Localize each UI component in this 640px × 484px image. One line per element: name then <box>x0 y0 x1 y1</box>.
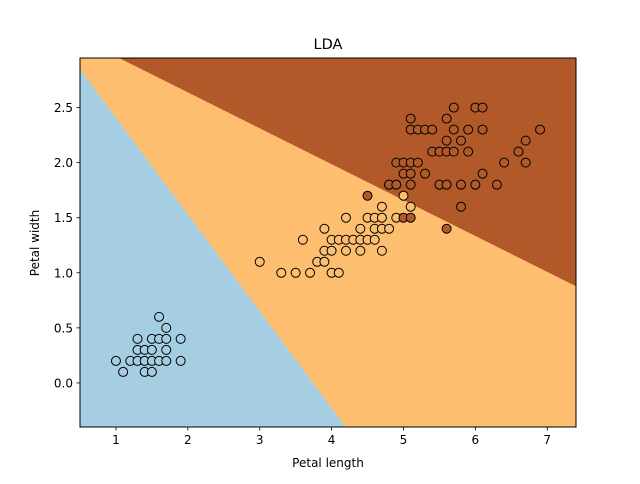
data-point <box>319 223 330 234</box>
data-point <box>455 135 466 146</box>
data-point <box>362 190 373 201</box>
data-point <box>477 102 488 113</box>
data-point <box>499 157 510 168</box>
data-point <box>427 124 438 135</box>
data-point <box>154 311 165 322</box>
data-point <box>448 102 459 113</box>
data-point <box>305 267 316 278</box>
data-point <box>297 234 308 245</box>
data-point <box>405 179 416 190</box>
data-point <box>420 168 431 179</box>
x-tick-label: 1 <box>112 433 120 447</box>
plot-area <box>79 57 577 428</box>
data-point <box>455 201 466 212</box>
data-point <box>161 355 172 366</box>
data-point <box>405 201 416 212</box>
data-point <box>405 212 416 223</box>
x-tick-label: 7 <box>543 433 551 447</box>
data-point <box>340 245 351 256</box>
data-point <box>132 333 143 344</box>
data-point <box>161 322 172 333</box>
x-tick-label: 3 <box>256 433 264 447</box>
data-point <box>455 179 466 190</box>
data-point <box>118 366 129 377</box>
data-point <box>161 333 172 344</box>
data-point <box>477 124 488 135</box>
y-tick-label: 1.0 <box>54 266 73 280</box>
data-point <box>441 179 452 190</box>
data-point <box>391 179 402 190</box>
data-point <box>463 146 474 157</box>
data-point <box>441 223 452 234</box>
y-tick-label: 0.0 <box>54 376 73 390</box>
data-point <box>355 245 366 256</box>
axes-frame <box>79 57 577 428</box>
series-setosa <box>110 311 186 377</box>
data-point <box>535 124 546 135</box>
data-point <box>376 201 387 212</box>
data-point <box>491 179 502 190</box>
data-point <box>398 190 409 201</box>
data-point <box>412 157 423 168</box>
series-virginica <box>362 102 546 234</box>
y-axis-ticks: 0.0 0.5 1.0 1.5 2.0 2.5 <box>54 101 80 390</box>
data-point <box>513 146 524 157</box>
data-point <box>520 135 531 146</box>
data-point <box>441 135 452 146</box>
y-tick-label: 2.5 <box>54 101 73 115</box>
y-tick-label: 0.5 <box>54 321 73 335</box>
data-point <box>405 113 416 124</box>
data-point <box>319 256 330 267</box>
data-point <box>470 179 481 190</box>
data-point <box>441 113 452 124</box>
data-point <box>110 355 121 366</box>
y-tick-label: 2.0 <box>54 156 73 170</box>
x-tick-label: 4 <box>328 433 336 447</box>
data-point <box>340 212 351 223</box>
data-point <box>161 344 172 355</box>
y-tick-label: 1.5 <box>54 211 73 225</box>
data-point <box>146 344 157 355</box>
chart-title: LDA <box>314 37 343 53</box>
data-point <box>175 355 186 366</box>
x-tick-label: 2 <box>184 433 192 447</box>
data-point <box>376 245 387 256</box>
data-point <box>369 234 380 245</box>
data-point <box>290 267 301 278</box>
y-axis-label: Petal width <box>28 210 42 276</box>
data-point <box>405 168 416 179</box>
data-point <box>376 212 387 223</box>
data-point <box>146 366 157 377</box>
data-point <box>254 256 265 267</box>
data-point <box>276 267 287 278</box>
x-axis-ticks: 1 2 3 4 5 6 7 <box>112 427 551 447</box>
data-point <box>175 333 186 344</box>
x-axis-label: Petal length <box>292 456 364 470</box>
data-point <box>384 223 395 234</box>
x-tick-label: 6 <box>472 433 480 447</box>
data-point <box>520 157 531 168</box>
data-point <box>326 245 337 256</box>
scatter-points <box>110 102 546 377</box>
data-point <box>477 168 488 179</box>
data-point <box>355 223 366 234</box>
x-tick-label: 5 <box>400 433 408 447</box>
data-point <box>448 124 459 135</box>
data-point <box>448 146 459 157</box>
series-versicolor <box>254 179 416 278</box>
data-point <box>463 124 474 135</box>
data-point <box>333 267 344 278</box>
